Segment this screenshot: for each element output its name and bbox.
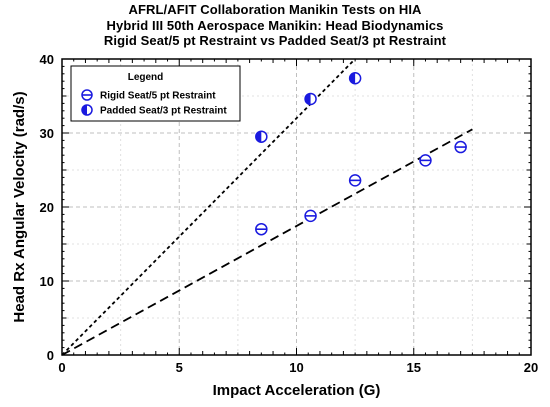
data-point-rigid: [255, 222, 268, 236]
data-point-rigid: [304, 209, 317, 223]
axis-ticks: 0 5 10 15 20 0 10 20 30 40: [40, 52, 539, 375]
data-point-rigid: [419, 154, 432, 167]
x-tick-label: 15: [407, 360, 421, 375]
legend-marker-symbol: [81, 104, 93, 116]
marker-half-fill: [305, 93, 311, 105]
x-tick-label: 5: [176, 360, 183, 375]
trendlines: [61, 58, 473, 356]
data-point-rigid: [454, 140, 467, 154]
data-point-rigid: [348, 174, 362, 187]
legend-marker-rigid: [81, 89, 93, 101]
legend-marker-padded: [81, 104, 93, 116]
trendline-rigid: [61, 128, 473, 356]
x-tick-label: 20: [524, 360, 538, 375]
y-tick-label: 20: [40, 200, 54, 215]
legend-entry-rigid: Rigid Seat/5 pt Restraint: [100, 91, 216, 102]
trendline-padded: [61, 58, 356, 356]
chart-title-line-2: Hybrid III 50th Aerospace Manikin: Head …: [106, 17, 444, 33]
data-points: [255, 71, 467, 236]
x-tick-label: 10: [289, 360, 303, 375]
legend-marker-symbol: [81, 89, 93, 101]
marker-half-fill: [255, 131, 262, 143]
y-tick-label: 10: [40, 274, 54, 289]
chart-title-line-3: Rigid Seat/5 pt Restraint vs Padded Seat…: [103, 33, 447, 48]
y-axis-label: Head Rx Angular Velocity (rad/s): [11, 91, 28, 322]
data-point-padded: [255, 130, 268, 143]
y-tick-label: 0: [47, 348, 54, 363]
x-axis-label: Impact Acceleration (G): [213, 382, 381, 399]
marker-half-fill: [349, 72, 356, 84]
data-point-padded: [304, 92, 317, 106]
y-tick-label: 40: [40, 52, 54, 67]
legend-entry-padded: Padded Seat/3 pt Restraint: [100, 106, 227, 117]
y-tick-label: 30: [40, 126, 54, 141]
chart-title-line-1: AFRL/AFIT Collaboration Manikin Tests on…: [128, 2, 422, 17]
chart-titles: AFRL/AFIT Collaboration Manikin Tests on…: [0, 2, 550, 49]
legend-box: [70, 65, 241, 122]
marker-half-fill: [82, 105, 87, 115]
data-point-padded: [348, 71, 362, 85]
legend-title: Legend: [128, 72, 164, 83]
x-tick-label: 0: [58, 360, 65, 375]
legend: Legend Rigid Seat/5 pt Restraint Padded …: [70, 65, 241, 122]
